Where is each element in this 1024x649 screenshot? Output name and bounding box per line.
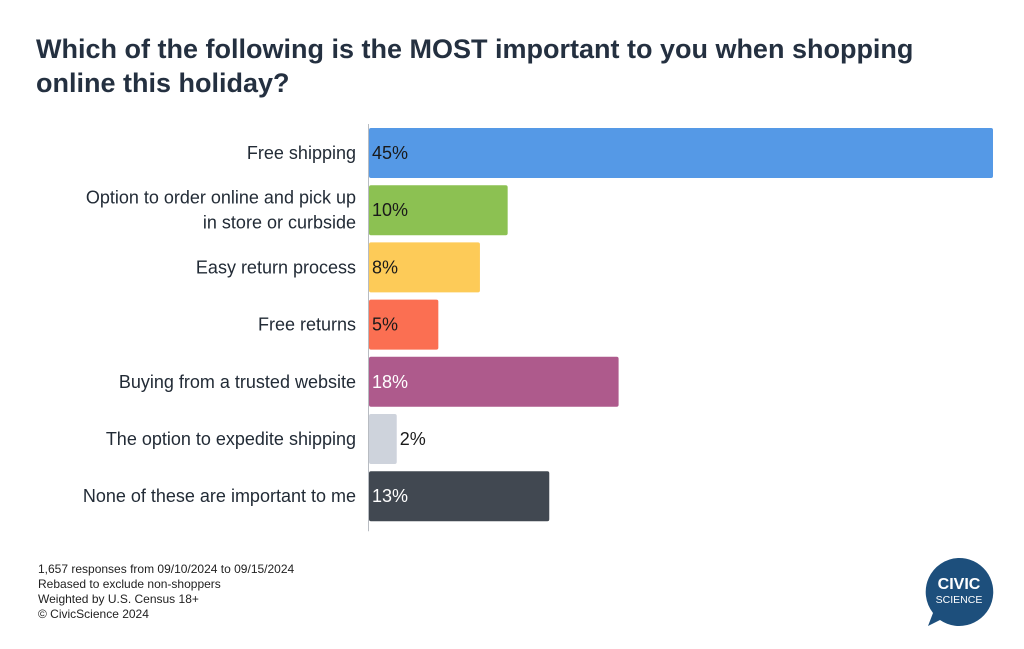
bar bbox=[369, 414, 397, 464]
category-label: Option to order online and pick up bbox=[86, 188, 356, 208]
footnote-weighting: Weighted by U.S. Census 18+ bbox=[38, 592, 199, 606]
category-label: None of these are important to me bbox=[83, 486, 356, 506]
bars-layer: 45% Free shipping 10% Option to order onlin… bbox=[83, 128, 993, 522]
bar-value-label: 8% bbox=[372, 257, 398, 277]
chart-title: Which of the following is the MOST impor… bbox=[36, 34, 914, 98]
category-label: in store or curbside bbox=[203, 213, 356, 233]
bar-value-label: 18% bbox=[372, 372, 408, 392]
logo-text-civic: CIVIC bbox=[938, 576, 981, 593]
footnote-responses: 1,657 responses from 09/10/2024 to 09/15… bbox=[38, 562, 295, 576]
bar bbox=[369, 128, 993, 178]
category-label: Easy return process bbox=[196, 257, 356, 277]
bar bbox=[369, 242, 480, 293]
bar bbox=[369, 356, 619, 407]
logo-bubble-shape bbox=[925, 557, 994, 626]
category-label: The option to expedite shipping bbox=[106, 429, 356, 449]
footnote-copyright: © CivicScience 2024 bbox=[38, 607, 149, 621]
bar bbox=[369, 185, 508, 236]
bar-value-label: 2% bbox=[400, 429, 426, 449]
civicscience-logo: CIVIC SCIENCE bbox=[925, 557, 994, 626]
bar-value-label: 13% bbox=[372, 486, 408, 506]
category-label: Free returns bbox=[258, 315, 356, 335]
bar bbox=[369, 299, 439, 350]
bar-value-label: 10% bbox=[372, 200, 408, 220]
logo-text-science: SCIENCE bbox=[936, 594, 983, 606]
footnotes: 1,657 responses from 09/10/2024 to 09/15… bbox=[38, 562, 294, 622]
bar bbox=[369, 471, 550, 522]
bar-value-label: 45% bbox=[372, 143, 408, 163]
footnote-rebased: Rebased to exclude non-shoppers bbox=[38, 577, 221, 591]
category-label: Free shipping bbox=[247, 143, 356, 163]
category-label: Buying from a trusted website bbox=[119, 372, 356, 392]
bar-value-label: 5% bbox=[372, 315, 398, 335]
